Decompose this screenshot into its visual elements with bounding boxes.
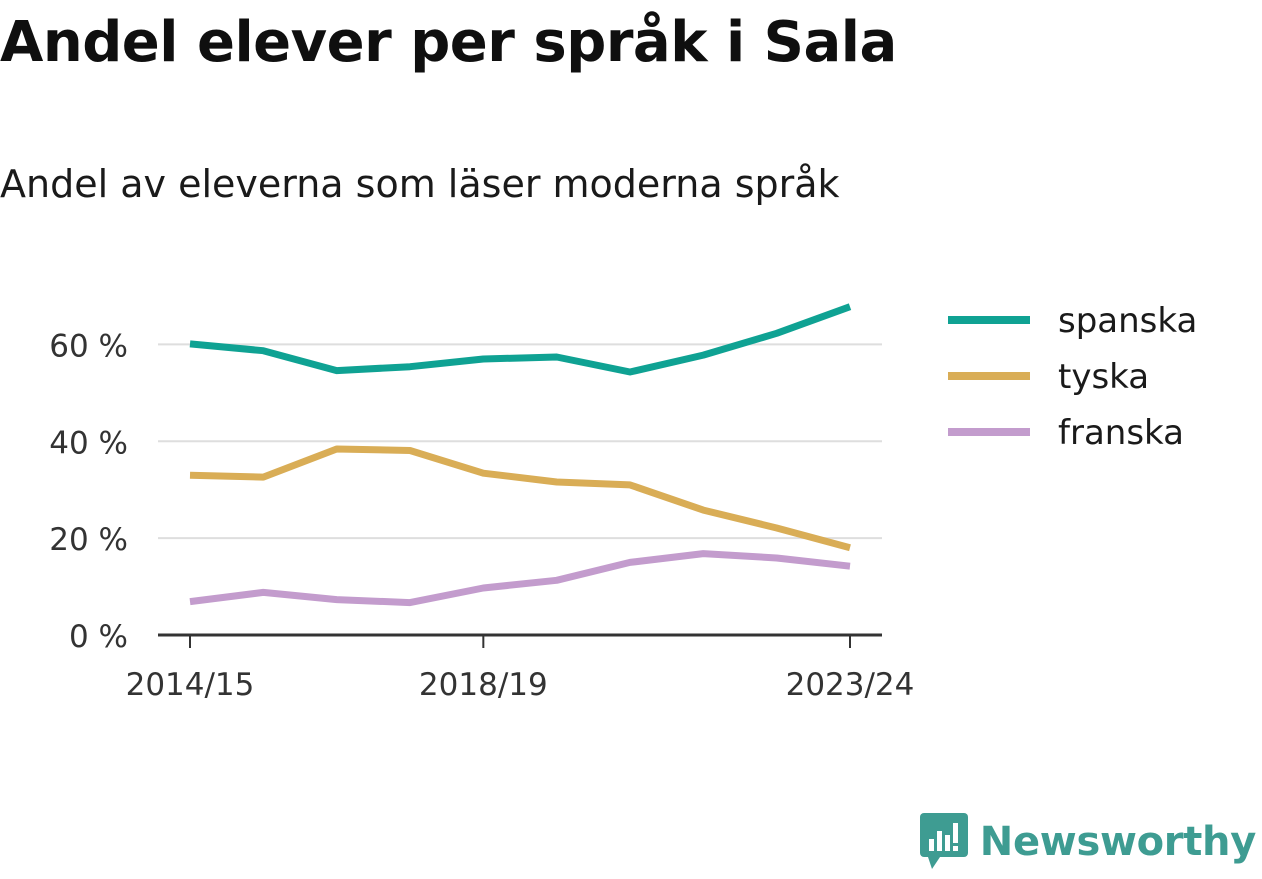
legend-label: spanska bbox=[1058, 301, 1197, 341]
x-tick-label: 2023/24 bbox=[786, 667, 915, 703]
y-axis-tick-labels: 0 % 20 % 40 % 60 % bbox=[49, 328, 128, 655]
series-line-tyska bbox=[189, 445, 851, 552]
y-tick-label: 20 % bbox=[49, 522, 128, 558]
x-tick-label: 2018/19 bbox=[419, 667, 548, 703]
chart-title: Andel elever per språk i Sala bbox=[0, 10, 897, 75]
series-line-spanska bbox=[189, 303, 852, 376]
legend-label: tyska bbox=[1058, 357, 1149, 397]
y-tick-label: 60 % bbox=[49, 328, 128, 364]
legend-label: franska bbox=[1058, 413, 1184, 453]
newsworthy-logo-icon bbox=[919, 813, 968, 869]
x-axis: 2014/15 2018/19 2023/24 bbox=[126, 633, 915, 703]
x-tick-label: 2014/15 bbox=[126, 667, 255, 703]
y-tick-label: 40 % bbox=[49, 425, 128, 461]
legend: spanska tyska franska bbox=[948, 301, 1197, 453]
y-tick-label: 0 % bbox=[69, 619, 128, 655]
series-line-franska bbox=[189, 550, 851, 607]
brand-name: Newsworthy bbox=[979, 819, 1257, 865]
series-lines bbox=[189, 303, 852, 607]
newsworthy-brand: Newsworthy bbox=[919, 813, 1257, 871]
gridlines bbox=[158, 343, 882, 540]
chart-subtitle: Andel av eleverna som läser moderna språ… bbox=[0, 162, 840, 206]
